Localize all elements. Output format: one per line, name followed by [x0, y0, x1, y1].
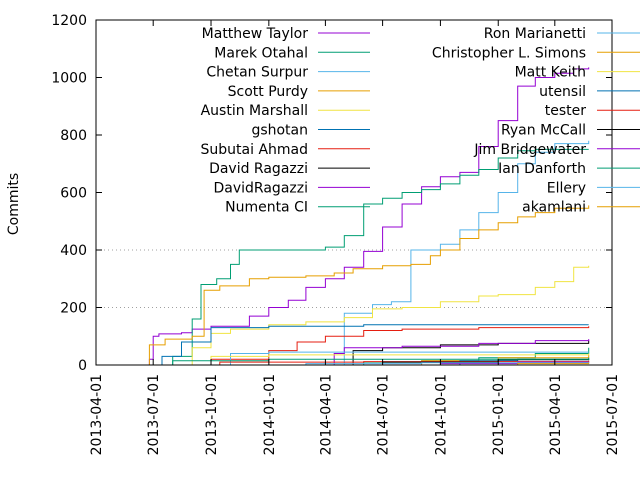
x-tick-label: 2013-07-01 — [146, 374, 162, 455]
legend-label: tester — [545, 103, 586, 119]
series-lines — [96, 67, 590, 366]
series-line — [96, 339, 590, 366]
y-tick-label: 0 — [78, 358, 87, 374]
legend-label: utensil — [539, 84, 586, 100]
y-axis-ticks: 0 200 400 600 800 1000 1200 — [51, 13, 612, 374]
legend-label: Matt Keith — [515, 65, 586, 81]
x-tick-label: 2014-10-01 — [433, 374, 449, 455]
legend-label: gshotan — [251, 123, 308, 139]
y-tick-label: 1200 — [51, 13, 87, 29]
y-tick-label: 400 — [60, 243, 87, 259]
y-tick-label: 200 — [60, 301, 87, 317]
x-tick-label: 2015-04-01 — [548, 374, 564, 455]
legend-label: Jim Bridgewater — [473, 142, 586, 158]
legend-label: Numenta CI — [225, 200, 308, 216]
legend-label: Marek Otahal — [214, 45, 308, 61]
y-tick-label: 1000 — [51, 71, 87, 87]
series-line — [96, 67, 590, 366]
legend-label: Ryan McCall — [501, 123, 586, 139]
x-tick-label: 2014-01-01 — [262, 374, 278, 455]
legend-label: Ron Marianetti — [484, 26, 586, 42]
gridlines — [96, 249, 612, 308]
series-line — [96, 265, 590, 366]
legend-label: akamlani — [522, 200, 586, 216]
legend: Matthew Taylor Marek Otahal Chetan Surpur S… — [201, 26, 640, 216]
legend-label: Matthew Taylor — [202, 26, 309, 42]
x-tick-label: 2015-01-01 — [491, 374, 507, 455]
legend-label: Chetan Surpur — [206, 65, 308, 81]
x-tick-label: 2015-07-01 — [605, 374, 621, 455]
y-axis-label: Commits — [6, 173, 22, 235]
series-line — [96, 205, 590, 366]
legend-label: Ian Danforth — [498, 161, 586, 177]
series-line — [96, 148, 589, 366]
legend-label: Austin Marshall — [201, 103, 308, 119]
legend-label: Christopher L. Simons — [432, 45, 586, 61]
y-tick-label: 800 — [60, 128, 87, 144]
x-tick-label: 2014-04-01 — [318, 374, 334, 455]
legend-label: Scott Purdy — [228, 84, 308, 100]
x-tick-label: 2013-10-01 — [204, 374, 220, 455]
legend-label: Subutai Ahmad — [201, 142, 308, 158]
y-tick-label: 600 — [60, 186, 87, 202]
legend-label: Ellery — [547, 180, 586, 196]
legend-label: DavidRagazzi — [214, 180, 308, 196]
legend-label: David Ragazzi — [209, 161, 308, 177]
x-tick-label: 2013-04-01 — [89, 374, 105, 455]
x-tick-label: 2014-07-01 — [376, 374, 392, 455]
series-line — [96, 324, 589, 366]
x-axis-ticks: 2013-04-01 2013-07-01 2013-10-01 2014-01-01… — [89, 20, 621, 455]
